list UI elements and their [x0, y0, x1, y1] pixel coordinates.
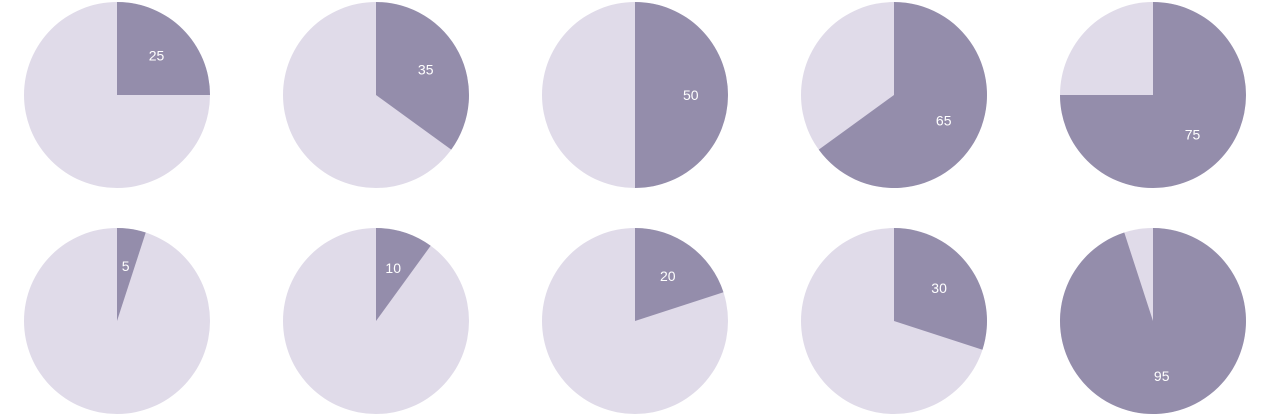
pie-value-slice [818, 2, 988, 189]
pie-value-slice [376, 2, 469, 150]
pie-chart-2: 35 [283, 2, 469, 188]
pie-chart-5: 75 [1060, 2, 1246, 188]
pie-chart-9: 30 [801, 228, 988, 414]
pie-value-label: 65 [936, 112, 952, 128]
pie-chart-10: 95 [1059, 228, 1246, 415]
pie-chart-7: 10 [283, 228, 469, 414]
pie-value-label: 25 [149, 48, 165, 64]
pie-value-label: 50 [683, 87, 699, 103]
pie-value-label: 75 [1185, 127, 1201, 143]
pie-value-label: 10 [385, 260, 401, 276]
pie-value-slice [117, 227, 146, 321]
pie-value-label: 30 [931, 280, 947, 296]
pie-value-slice [376, 228, 431, 321]
pie-chart-3: 50 [542, 2, 728, 188]
pie-value-slice [117, 2, 210, 95]
pie-chart-1: 25 [24, 2, 210, 188]
pie-value-slice [894, 228, 988, 350]
pie-value-label: 5 [122, 258, 130, 274]
pie-value-slice [1059, 228, 1246, 415]
pie-value-label: 20 [660, 268, 676, 284]
pie-value-label: 95 [1154, 368, 1170, 384]
pie-value-slice [1060, 2, 1246, 188]
pie-chart-4: 65 [801, 2, 988, 189]
pie-chart-6: 5 [24, 227, 210, 414]
pie-chart-8: 20 [542, 227, 728, 414]
pie-value-slice [635, 227, 724, 321]
pie-value-label: 35 [418, 62, 434, 78]
pie-value-slice [635, 2, 728, 188]
